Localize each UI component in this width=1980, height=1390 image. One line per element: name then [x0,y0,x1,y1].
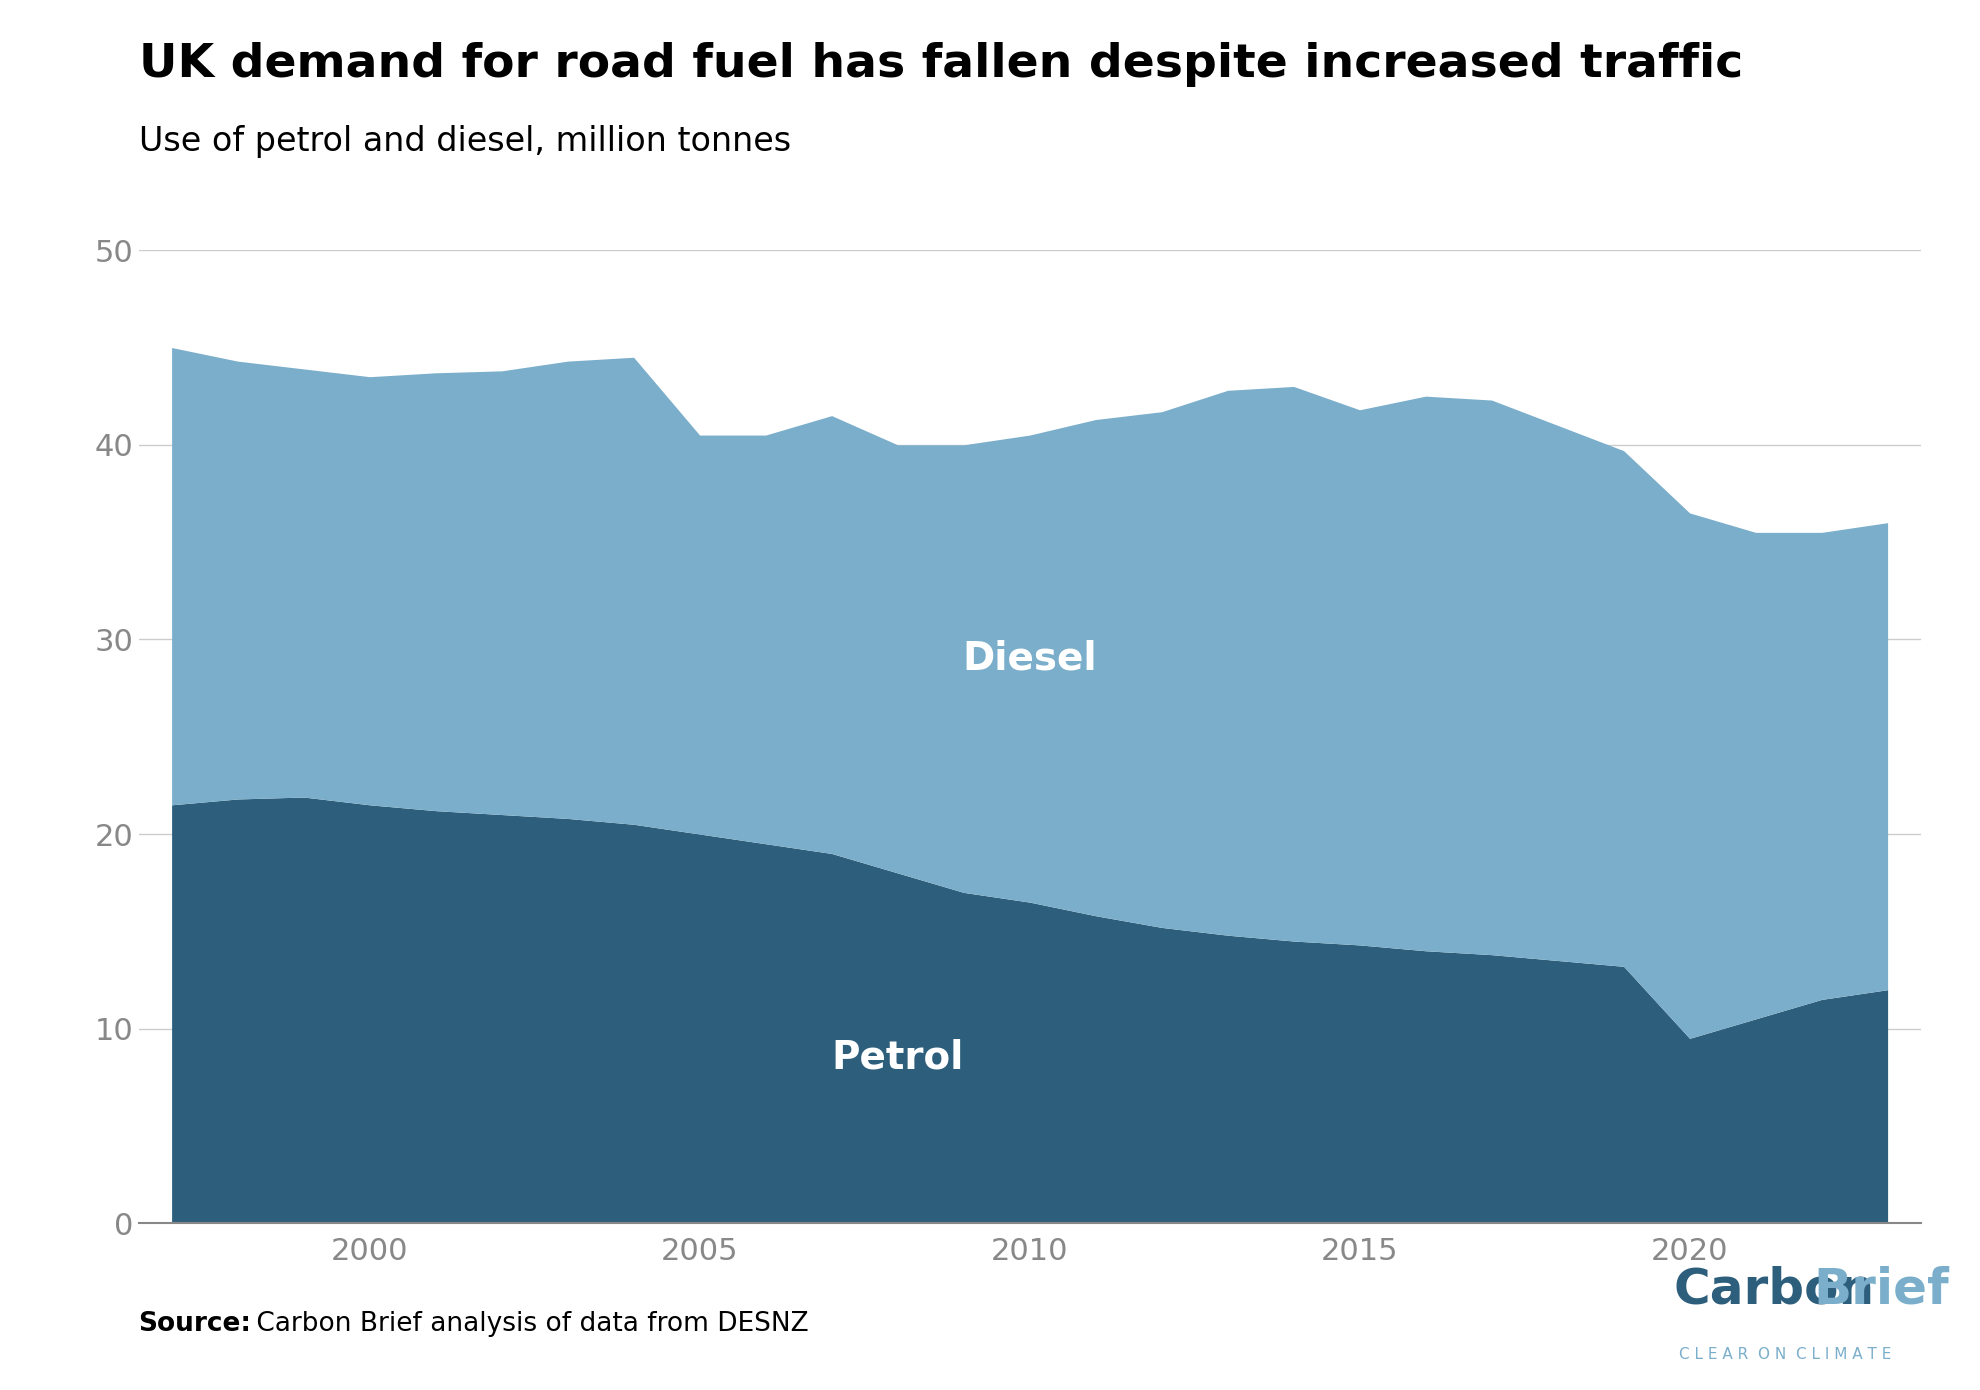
Text: Source:: Source: [139,1311,251,1337]
Text: C L E A R  O N  C L I M A T E: C L E A R O N C L I M A T E [1679,1347,1891,1362]
Text: Carbon Brief analysis of data from DESNZ: Carbon Brief analysis of data from DESNZ [248,1311,808,1337]
Text: UK demand for road fuel has fallen despite increased traffic: UK demand for road fuel has fallen despi… [139,42,1742,86]
Text: Petrol: Petrol [832,1038,964,1077]
Text: Diesel: Diesel [962,639,1097,678]
Text: Carbon: Carbon [1673,1265,1875,1314]
Text: Use of petrol and diesel, million tonnes: Use of petrol and diesel, million tonnes [139,125,790,158]
Text: Brief: Brief [1814,1265,1950,1314]
